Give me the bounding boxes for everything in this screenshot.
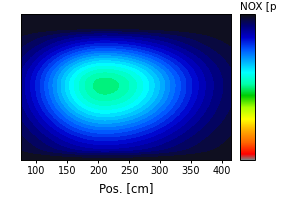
Text: NOX [p: NOX [p xyxy=(240,2,277,12)
X-axis label: Pos. [cm]: Pos. [cm] xyxy=(99,182,153,195)
